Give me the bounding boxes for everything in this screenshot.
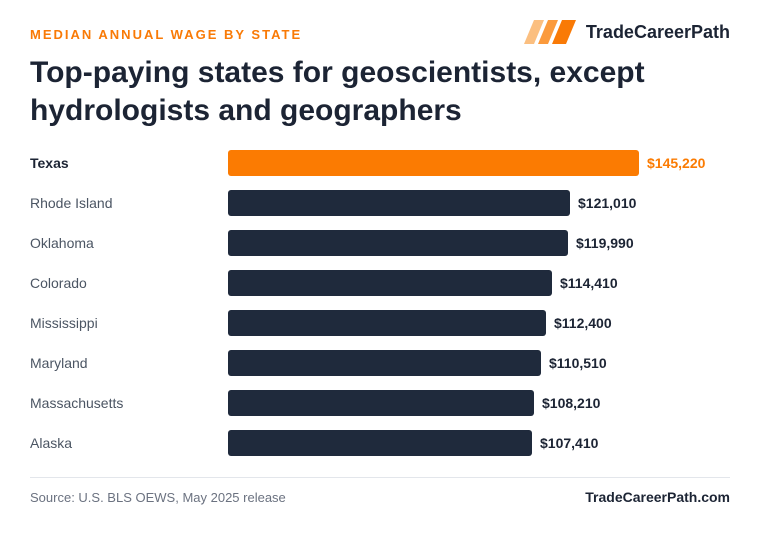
category-label: Texas: [30, 155, 69, 171]
category-label: Maryland: [30, 355, 88, 371]
value-label: $107,410: [540, 435, 599, 451]
site-link[interactable]: TradeCareerPath.com: [585, 489, 730, 505]
chart-eyebrow: MEDIAN ANNUAL WAGE BY STATE: [30, 27, 303, 42]
value-label: $110,510: [549, 355, 607, 371]
bar: [228, 430, 532, 456]
category-label: Alaska: [30, 435, 72, 451]
value-label: $108,210: [542, 395, 601, 411]
bar: [228, 270, 552, 296]
category-label: Rhode Island: [30, 195, 113, 211]
bar-chart: Texas $145,220 Rhode Island $121,010 Oklahom…: [30, 150, 706, 456]
value-label: $121,010: [578, 195, 637, 211]
value-label: $112,400: [554, 315, 612, 331]
brand: TradeCareerPath: [523, 20, 730, 44]
bar: [228, 350, 541, 376]
category-label: Oklahoma: [30, 235, 94, 251]
value-label: $114,410: [560, 275, 618, 291]
bar: [228, 310, 546, 336]
source-note: Source: U.S. BLS OEWS, May 2025 release: [30, 490, 286, 505]
bar: [228, 390, 534, 416]
stripes-logo-icon: [523, 20, 576, 44]
value-label: $145,220: [647, 155, 706, 171]
bar: [228, 190, 570, 216]
value-label: $119,990: [576, 235, 634, 251]
category-label: Colorado: [30, 275, 87, 291]
category-label: Mississippi: [30, 315, 98, 331]
chart-title: Top-paying states for geoscientists, exc…: [30, 56, 645, 127]
bar: [228, 230, 568, 256]
footer-divider: [30, 477, 730, 478]
category-label: Massachusetts: [30, 395, 123, 411]
brand-name: TradeCareerPath: [585, 21, 730, 42]
bar: [228, 150, 639, 176]
